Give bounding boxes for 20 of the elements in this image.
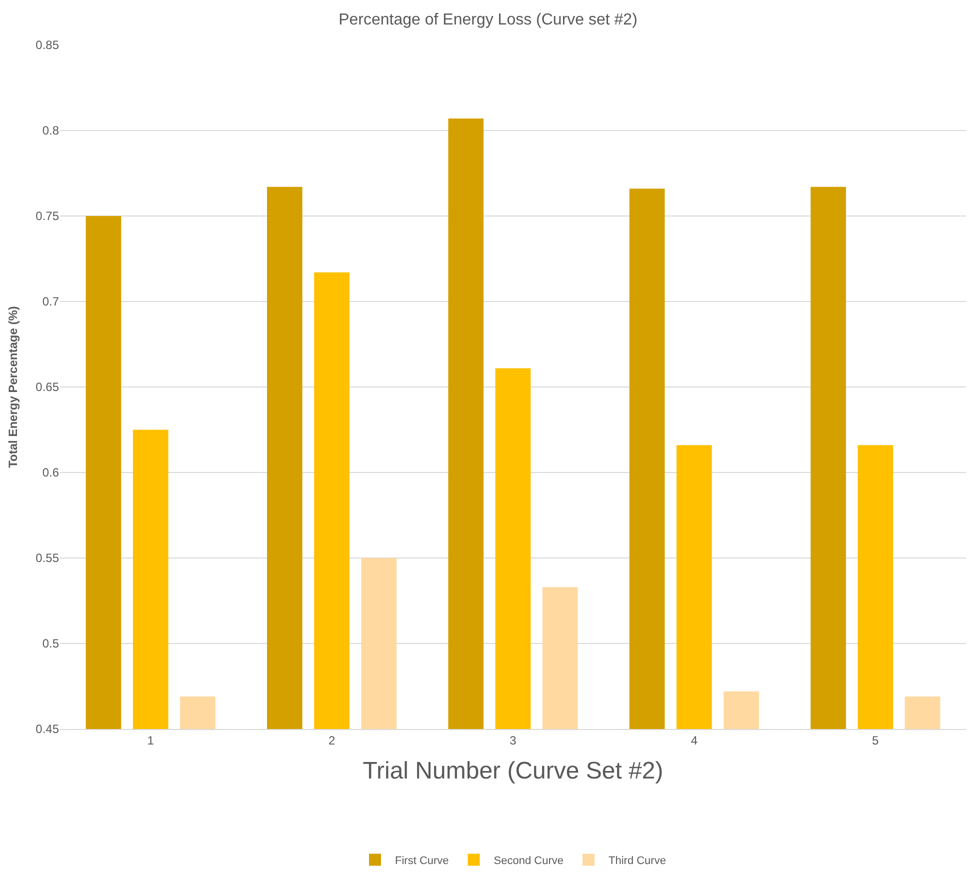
y-tick-label: 0.6 bbox=[42, 466, 60, 480]
y-axis-title: Total Energy Percentage (%) bbox=[6, 306, 20, 468]
y-tick-label: 0.55 bbox=[36, 551, 60, 566]
y-tick-label: 0.75 bbox=[36, 209, 60, 224]
chart-title: Percentage of Energy Loss (Curve set #2) bbox=[338, 11, 638, 28]
x-tick-label: 5 bbox=[872, 733, 880, 748]
y-tick-label: 0.45 bbox=[36, 722, 60, 736]
x-tick-label: 4 bbox=[690, 733, 698, 748]
legend-label: First Curve bbox=[395, 855, 449, 868]
legend-label: Third Curve bbox=[608, 855, 666, 868]
y-tick-label: 0.8 bbox=[42, 124, 60, 138]
x-tick-label: 2 bbox=[328, 733, 336, 748]
y-tick-label: 0.7 bbox=[42, 294, 60, 309]
y-tick-label: 0.85 bbox=[36, 38, 60, 52]
x-tick-label: 1 bbox=[147, 733, 154, 748]
y-tick-label: 0.65 bbox=[36, 380, 60, 394]
y-tick-label: 0.5 bbox=[42, 636, 60, 651]
x-axis-title: Trial Number (Curve Set #2) bbox=[362, 758, 664, 785]
x-tick-label: 3 bbox=[510, 733, 517, 748]
legend-label: Second Curve bbox=[494, 855, 564, 868]
